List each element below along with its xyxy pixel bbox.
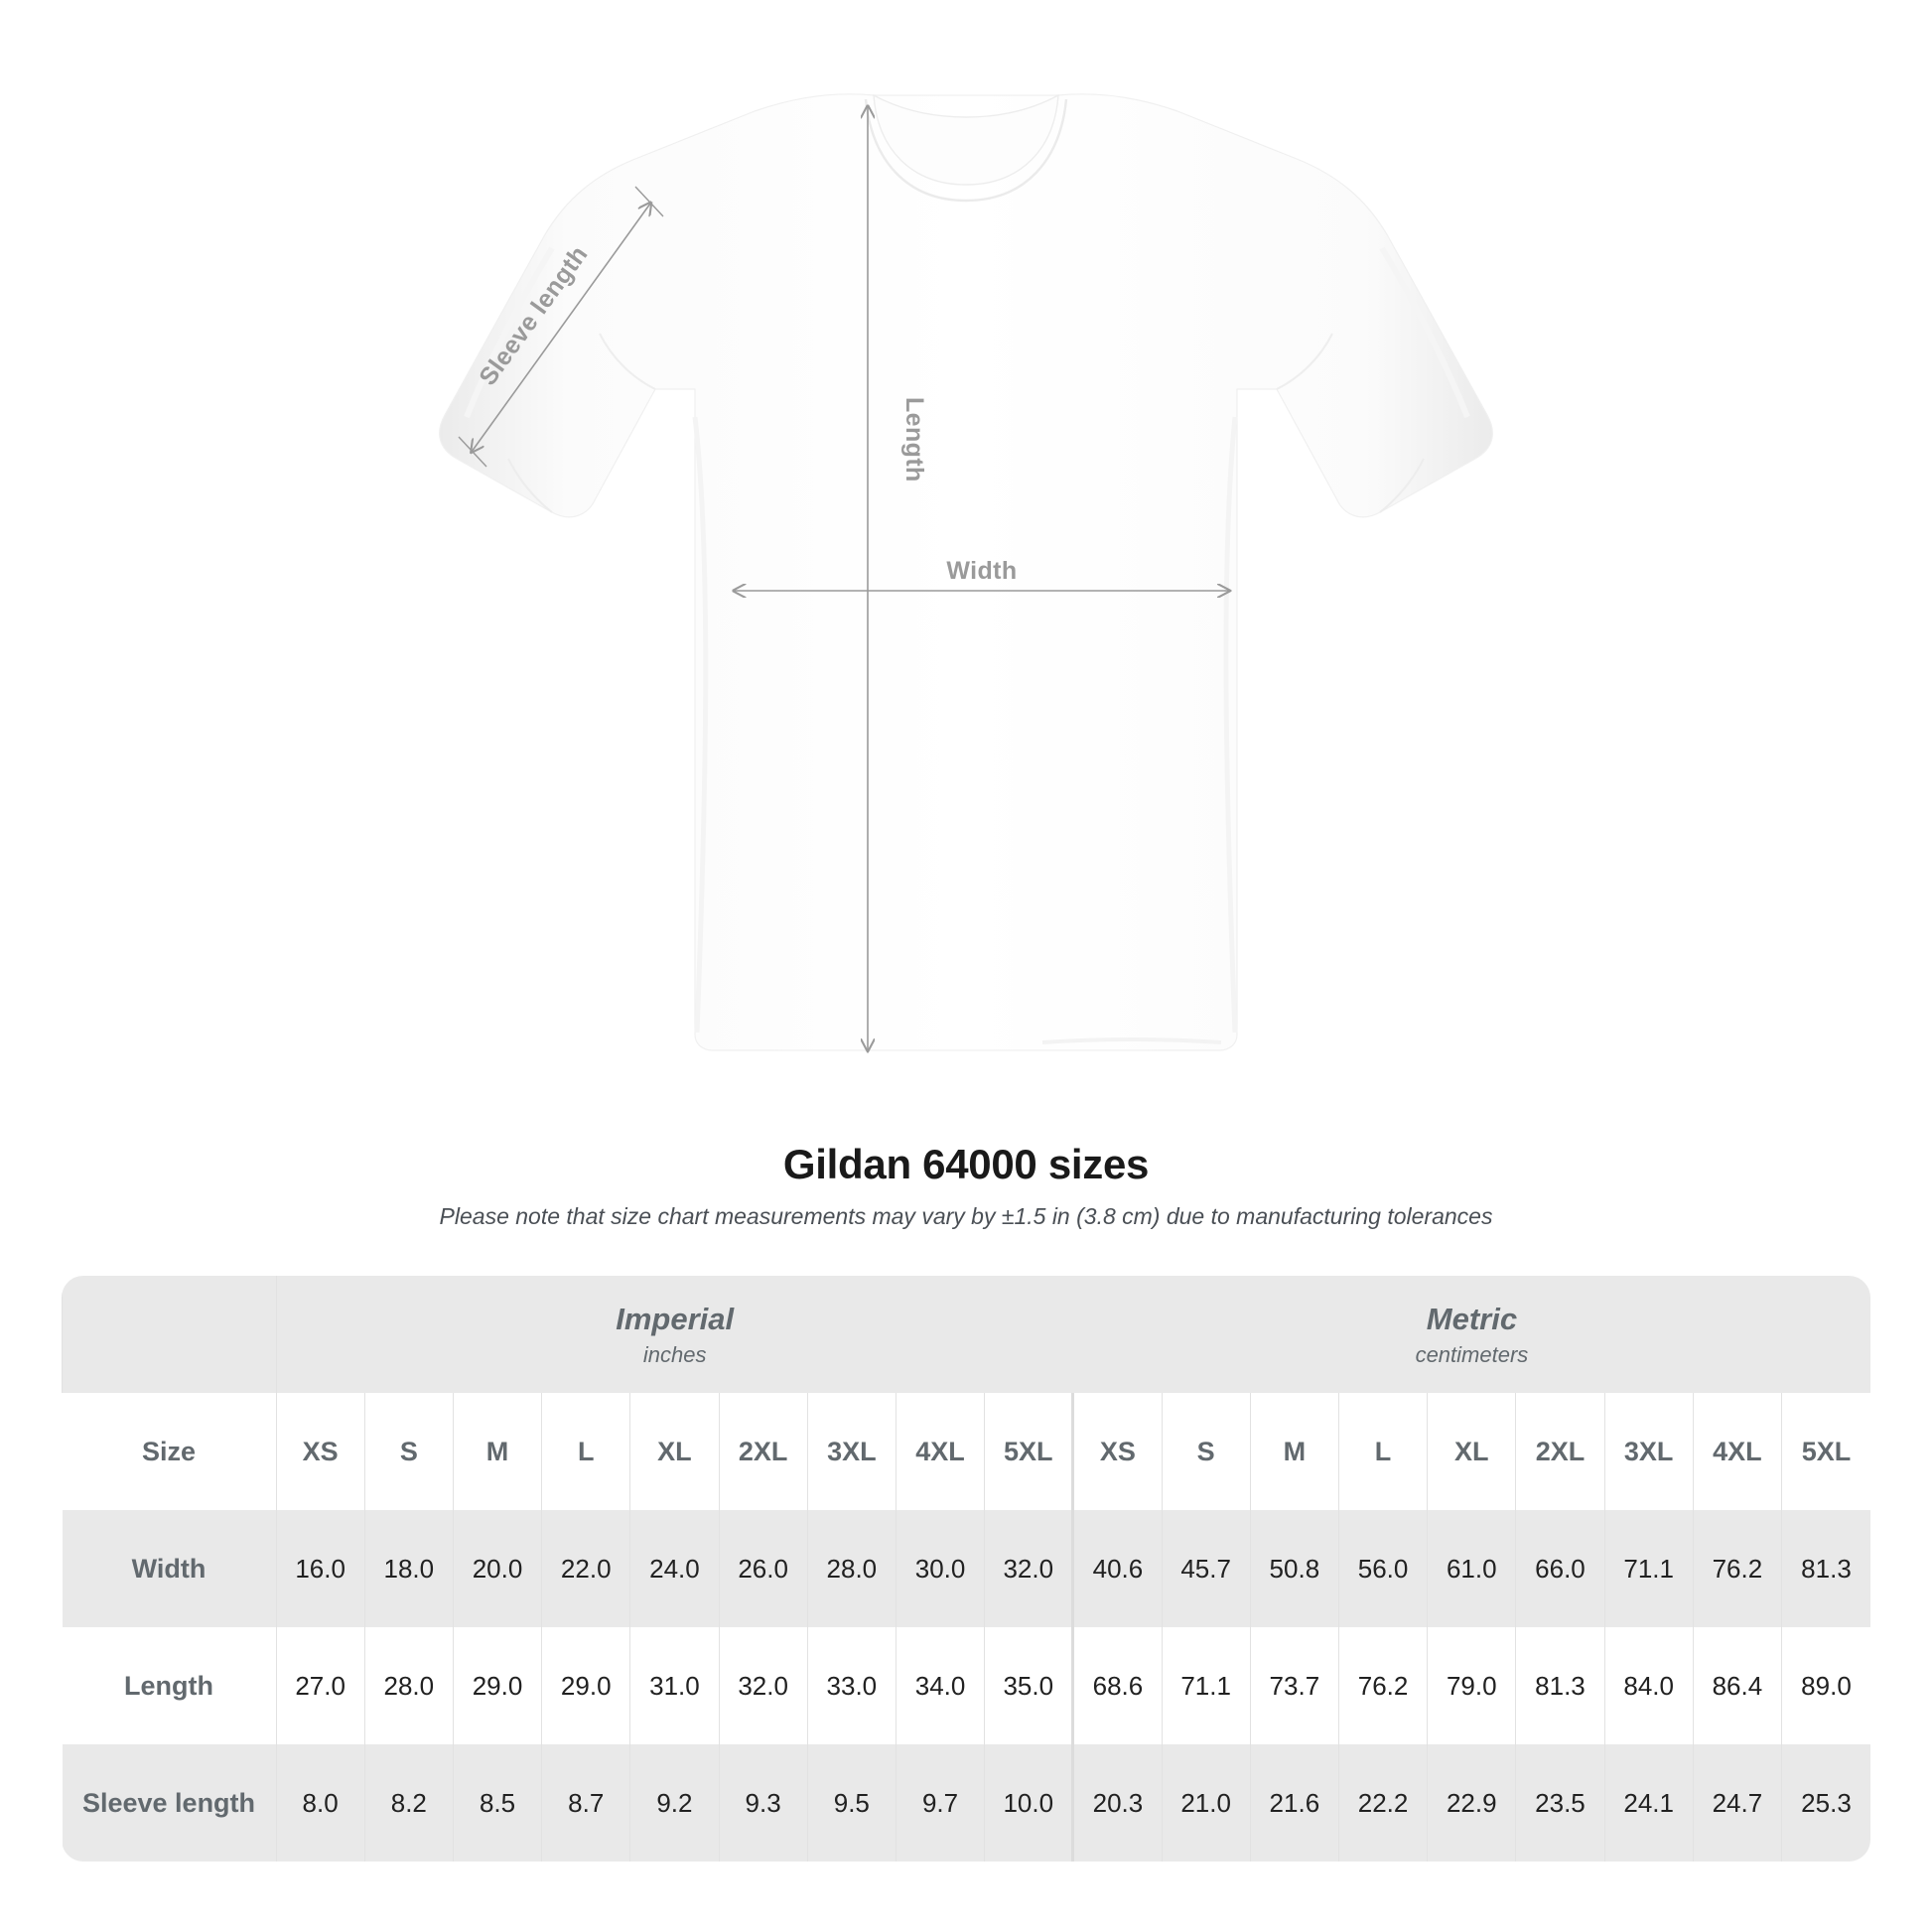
cell-sleeve-metric-m: 21.6 [1249, 1744, 1339, 1862]
cell-sleeve-metric-3xl: 24.1 [1603, 1744, 1694, 1862]
cell-sleeve-imperial-5xl: 10.0 [984, 1744, 1073, 1862]
col-header-imperial-2xl: 2XL [718, 1393, 808, 1510]
cell-sleeve-imperial-l: 8.7 [541, 1744, 630, 1862]
cell-width-imperial-5xl: 32.0 [984, 1510, 1073, 1627]
table-row-width: Width 16.0 18.0 20.0 22.0 24.0 26.0 28.0… [62, 1510, 1870, 1627]
width-label: Width [946, 557, 1017, 585]
cell-width-imperial-3xl: 28.0 [806, 1510, 897, 1627]
unit-banner-row: Imperial inches Metric centimeters [62, 1276, 1870, 1393]
cell-length-imperial-5xl: 35.0 [984, 1627, 1073, 1744]
cell-sleeve-imperial-2xl: 9.3 [718, 1744, 808, 1862]
cell-length-metric-xl: 79.0 [1427, 1627, 1516, 1744]
unit-group-imperial: Imperial inches [275, 1276, 1073, 1393]
cell-length-imperial-4xl: 34.0 [895, 1627, 985, 1744]
cell-length-imperial-l: 29.0 [541, 1627, 630, 1744]
cell-width-imperial-m: 20.0 [452, 1510, 542, 1627]
tshirt-diagram: Length Width Sleeve length [439, 93, 1493, 1112]
cell-width-metric-4xl: 76.2 [1692, 1510, 1782, 1627]
cell-sleeve-imperial-m: 8.5 [452, 1744, 542, 1862]
cell-length-imperial-xs: 27.0 [275, 1627, 365, 1744]
table-row-size-header: Size XS S M L XL 2XL 3XL 4XL 5XL XS S M … [62, 1393, 1870, 1510]
col-header-metric-l: L [1337, 1393, 1428, 1510]
col-header-metric-m: M [1249, 1393, 1339, 1510]
cell-sleeve-metric-s: 21.0 [1161, 1744, 1251, 1862]
col-header-imperial-l: L [541, 1393, 630, 1510]
cell-width-imperial-2xl: 26.0 [718, 1510, 808, 1627]
cell-width-imperial-4xl: 30.0 [895, 1510, 985, 1627]
size-chart-table: Imperial inches Metric centimeters Size … [62, 1276, 1870, 1862]
page-title: Gildan 64000 sizes [782, 1141, 1150, 1187]
col-header-metric-2xl: 2XL [1515, 1393, 1605, 1510]
cell-length-metric-5xl: 89.0 [1780, 1627, 1870, 1744]
size-chart-table-container: Imperial inches Metric centimeters Size … [62, 1276, 1870, 1862]
cell-length-metric-2xl: 81.3 [1515, 1627, 1605, 1744]
cell-sleeve-metric-2xl: 23.5 [1515, 1744, 1605, 1862]
cell-width-metric-l: 56.0 [1337, 1510, 1428, 1627]
page-subtitle: Please note that size chart measurements… [439, 1203, 1493, 1230]
col-header-imperial-5xl: 5XL [984, 1393, 1073, 1510]
sleeve-length-dimension-line [458, 186, 664, 468]
cell-width-metric-xs: 40.6 [1071, 1510, 1163, 1627]
cell-width-imperial-xl: 24.0 [629, 1510, 720, 1627]
col-header-metric-xl: XL [1427, 1393, 1516, 1510]
unit-group-metric: Metric centimeters [1072, 1276, 1870, 1393]
cell-length-metric-m: 73.7 [1249, 1627, 1339, 1744]
unit-banner-spacer [62, 1276, 277, 1393]
row-header-length: Length [62, 1627, 277, 1744]
cell-sleeve-imperial-4xl: 9.7 [895, 1744, 985, 1862]
cell-length-metric-xs: 68.6 [1071, 1627, 1163, 1744]
length-label: Length [900, 397, 928, 483]
cell-length-metric-4xl: 86.4 [1692, 1627, 1782, 1744]
cell-sleeve-metric-4xl: 24.7 [1692, 1744, 1782, 1862]
cell-sleeve-metric-xl: 22.9 [1427, 1744, 1516, 1862]
cell-length-imperial-2xl: 32.0 [718, 1627, 808, 1744]
cell-width-metric-5xl: 81.3 [1780, 1510, 1870, 1627]
cell-length-imperial-3xl: 33.0 [806, 1627, 897, 1744]
unit-imperial-sub: inches [642, 1342, 707, 1368]
cell-sleeve-metric-l: 22.2 [1337, 1744, 1428, 1862]
col-header-imperial-xs: XS [275, 1393, 365, 1510]
cell-length-imperial-xl: 31.0 [629, 1627, 720, 1744]
col-header-imperial-3xl: 3XL [806, 1393, 897, 1510]
cell-sleeve-imperial-3xl: 9.5 [806, 1744, 897, 1862]
cell-width-metric-xl: 61.0 [1427, 1510, 1516, 1627]
table-row-length: Length 27.0 28.0 29.0 29.0 31.0 32.0 33.… [62, 1627, 1870, 1744]
unit-metric-sub: centimeters [1415, 1342, 1529, 1368]
cell-length-imperial-m: 29.0 [452, 1627, 542, 1744]
col-header-imperial-xl: XL [629, 1393, 720, 1510]
col-header-metric-s: S [1161, 1393, 1251, 1510]
cell-sleeve-imperial-s: 8.2 [363, 1744, 454, 1862]
cell-sleeve-metric-xs: 20.3 [1071, 1744, 1163, 1862]
unit-metric-name: Metric [1426, 1301, 1518, 1336]
cell-width-imperial-l: 22.0 [541, 1510, 630, 1627]
col-header-metric-3xl: 3XL [1603, 1393, 1694, 1510]
col-header-metric-5xl: 5XL [1780, 1393, 1870, 1510]
row-header-width: Width [62, 1510, 277, 1627]
cell-length-metric-s: 71.1 [1161, 1627, 1251, 1744]
row-header-size: Size [62, 1393, 277, 1510]
table-row-sleeve-length: Sleeve length 8.0 8.2 8.5 8.7 9.2 9.3 9.… [62, 1744, 1870, 1862]
cell-sleeve-imperial-xl: 9.2 [629, 1744, 720, 1862]
col-header-metric-4xl: 4XL [1692, 1393, 1782, 1510]
cell-width-imperial-xs: 16.0 [275, 1510, 365, 1627]
cell-width-metric-m: 50.8 [1249, 1510, 1339, 1627]
col-header-imperial-m: M [452, 1393, 542, 1510]
col-header-imperial-4xl: 4XL [895, 1393, 985, 1510]
col-header-imperial-s: S [363, 1393, 454, 1510]
cell-width-imperial-s: 18.0 [363, 1510, 454, 1627]
unit-imperial-name: Imperial [616, 1301, 735, 1336]
cell-length-metric-l: 76.2 [1337, 1627, 1428, 1744]
cell-length-imperial-s: 28.0 [363, 1627, 454, 1744]
cell-length-metric-3xl: 84.0 [1603, 1627, 1694, 1744]
col-header-metric-xs: XS [1071, 1393, 1163, 1510]
cell-sleeve-imperial-xs: 8.0 [275, 1744, 365, 1862]
cell-width-metric-s: 45.7 [1161, 1510, 1251, 1627]
cell-width-metric-2xl: 66.0 [1515, 1510, 1605, 1627]
chart-heading: Gildan 64000 sizes Please note that size… [0, 1141, 1932, 1231]
cell-width-metric-3xl: 71.1 [1603, 1510, 1694, 1627]
cell-sleeve-metric-5xl: 25.3 [1780, 1744, 1870, 1862]
row-header-sleeve-length: Sleeve length [62, 1744, 277, 1862]
